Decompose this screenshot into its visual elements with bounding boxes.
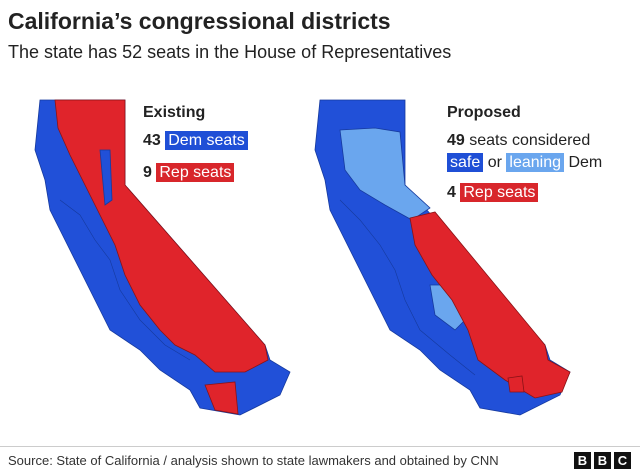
count: 43 <box>143 132 161 149</box>
leaning-area <box>339 127 431 221</box>
label-title: Existing <box>143 104 206 121</box>
proposed-map <box>314 99 571 416</box>
logo-letter: B <box>594 452 611 469</box>
count: 49 <box>447 132 465 149</box>
map-label: 49 seats considered <box>447 132 590 150</box>
count: 4 <box>447 184 456 201</box>
district-lines <box>59 199 191 361</box>
logo-letter: C <box>614 452 631 469</box>
rep-area <box>507 375 525 393</box>
dem-label: Dem seats <box>165 131 248 150</box>
map-label: 43 Dem seats <box>143 131 248 150</box>
count: 9 <box>143 164 152 181</box>
divider <box>0 446 640 447</box>
rep-area <box>204 381 239 415</box>
existing-map <box>34 99 291 416</box>
logo-letter: B <box>574 452 591 469</box>
text: Dem <box>568 154 603 171</box>
text: seats considered <box>469 132 591 149</box>
subtitle: The state has 52 seats in the House of R… <box>8 42 452 62</box>
text: or <box>487 154 502 171</box>
map-label: 4 Rep seats <box>447 183 539 202</box>
label-title: Proposed <box>447 104 521 121</box>
safe-label: safe <box>447 153 484 172</box>
leaning-label: leaning <box>506 153 564 172</box>
map-label: 9 Rep seats <box>143 163 235 182</box>
rep-label: Rep seats <box>460 183 539 202</box>
source: Source: State of California / analysis s… <box>8 453 499 468</box>
district-lines <box>339 199 476 376</box>
map-label: Proposed <box>447 104 521 122</box>
map-label: Existing <box>143 104 205 122</box>
rep-label: Rep seats <box>156 163 235 182</box>
title: California’s congressional districts <box>8 8 391 34</box>
map-label: safe or leaning Dem <box>447 153 603 172</box>
maps <box>34 99 571 416</box>
dem-area <box>99 149 113 206</box>
